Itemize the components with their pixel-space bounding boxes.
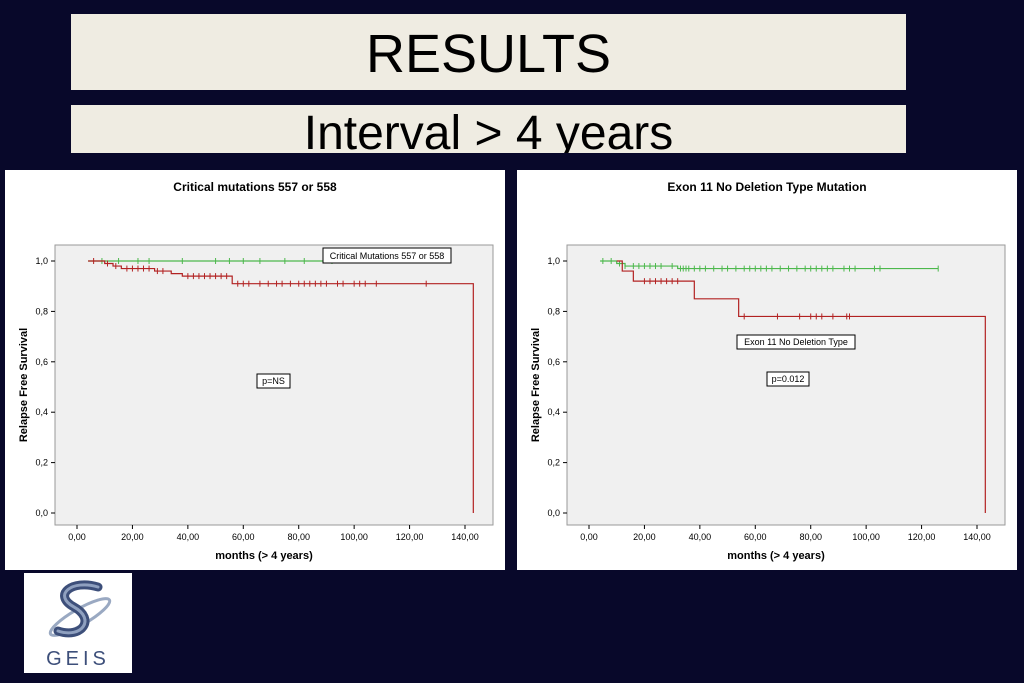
km-chart-exon11: Exon 11 No Deletion Type Mutation 0,0 0,2 0… bbox=[530, 180, 1006, 562]
x-axis-label: months (> 4 years) bbox=[727, 550, 825, 562]
y-tick-label: 0,2 bbox=[547, 458, 560, 468]
chart-panel-exon11: Exon 11 No Deletion Type Mutation 0,0 0,2 0… bbox=[517, 170, 1017, 570]
km-curve-red bbox=[616, 260, 986, 513]
x-tick-label: 120,00 bbox=[908, 532, 936, 542]
x-tick-label: 0,00 bbox=[68, 532, 86, 542]
legend-label: Critical Mutations 557 or 558 bbox=[330, 251, 445, 261]
x-axis-label: months (> 4 years) bbox=[215, 550, 313, 562]
y-axis-label: Relapse Free Survival bbox=[530, 328, 542, 442]
slide-title: RESULTS bbox=[71, 14, 906, 90]
x-tick-label: 20,00 bbox=[633, 532, 656, 542]
y-tick-label: 0,2 bbox=[35, 458, 48, 468]
chart-panel-critical-mutations: Critical mutations 557 or 558 0,0 0,2 0,4 0,… bbox=[5, 170, 505, 570]
p-value-label: p=0.012 bbox=[772, 374, 805, 384]
y-tick-label: 0,6 bbox=[547, 357, 560, 367]
y-tick-label: 0,4 bbox=[35, 407, 48, 417]
y-tick-label: 0,8 bbox=[35, 306, 48, 316]
y-tick-label: 1,0 bbox=[35, 256, 48, 266]
geis-logo: GEIS bbox=[24, 573, 132, 673]
p-value-box bbox=[256, 373, 291, 389]
x-tick-label: 40,00 bbox=[689, 532, 712, 542]
legend-box bbox=[736, 334, 856, 350]
y-tick-label: 0,0 bbox=[547, 508, 560, 518]
y-tick-label: 0,0 bbox=[35, 508, 48, 518]
x-tick-label: 40,00 bbox=[177, 532, 200, 542]
p-value-box bbox=[766, 371, 810, 387]
legend-box bbox=[322, 247, 452, 264]
x-tick-label: 80,00 bbox=[287, 532, 310, 542]
x-tick-label: 0,00 bbox=[580, 532, 598, 542]
y-tick-label: 0,8 bbox=[547, 306, 560, 316]
slide-subtitle: Interval > 4 years bbox=[71, 105, 906, 153]
logo-text: GEIS bbox=[46, 648, 110, 670]
x-tick-label: 60,00 bbox=[744, 532, 767, 542]
x-tick-label: 140,00 bbox=[451, 532, 479, 542]
x-tick-label: 100,00 bbox=[852, 532, 880, 542]
km-chart-critical-mutations: Critical mutations 557 or 558 0,0 0,2 0,4 0,… bbox=[18, 180, 494, 562]
legend-label: Exon 11 No Deletion Type bbox=[744, 337, 848, 347]
chart-title: Critical mutations 557 or 558 bbox=[173, 180, 337, 194]
y-tick-label: 0,4 bbox=[547, 407, 560, 417]
x-tick-label: 100,00 bbox=[340, 532, 368, 542]
y-axis-label: Relapse Free Survival bbox=[18, 328, 30, 442]
x-tick-label: 80,00 bbox=[799, 532, 822, 542]
km-curve-red bbox=[88, 260, 474, 513]
x-tick-label: 120,00 bbox=[396, 532, 424, 542]
geis-logo-icon: GEIS bbox=[46, 580, 112, 670]
y-tick-label: 0,6 bbox=[35, 357, 48, 367]
y-tick-label: 1,0 bbox=[547, 256, 560, 266]
chart-title: Exon 11 No Deletion Type Mutation bbox=[667, 180, 866, 194]
p-value-label: p=NS bbox=[262, 376, 285, 386]
x-tick-label: 60,00 bbox=[232, 532, 255, 542]
x-tick-label: 20,00 bbox=[121, 532, 144, 542]
x-tick-label: 140,00 bbox=[963, 532, 991, 542]
